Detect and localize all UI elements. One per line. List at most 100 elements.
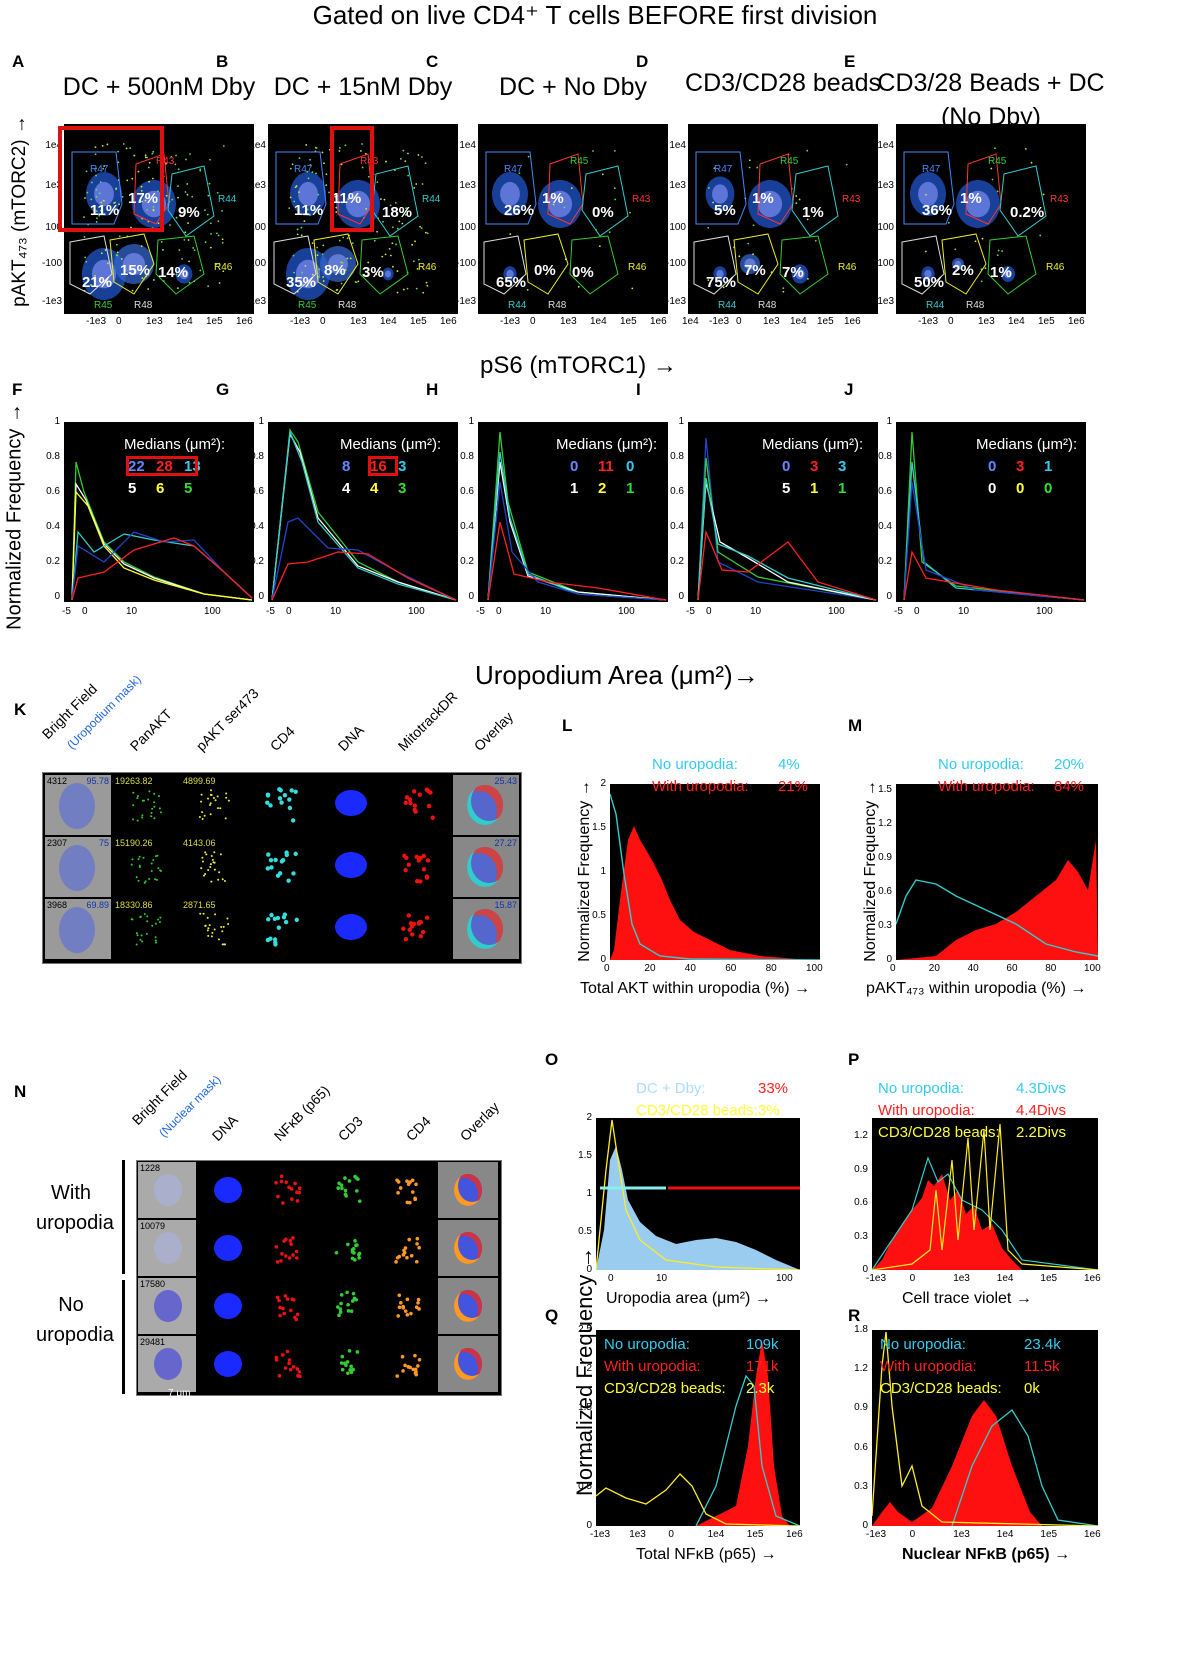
channel-tile xyxy=(258,1336,316,1392)
x-tick-label: 1e6 xyxy=(650,316,667,327)
mask-value: 95.78 xyxy=(86,776,109,786)
bright-field-tile: 3968 69.89 xyxy=(45,899,111,959)
panel-title: CD3/28 Beads + DC (No Dby) xyxy=(877,69,1105,131)
y-tick-label: 1 xyxy=(54,416,60,427)
overlay-cell xyxy=(454,1232,482,1264)
gate-r47 xyxy=(903,151,955,225)
y-tick-label: 1 xyxy=(586,1441,592,1453)
y-tick-label: 0 xyxy=(600,954,606,965)
median-value: 16 xyxy=(370,458,387,475)
x-tick-label: 10 xyxy=(750,606,762,617)
median-value: 0 xyxy=(1016,480,1025,497)
x-tick-label: 1e4 xyxy=(996,1273,1014,1284)
median-value: 8 xyxy=(342,458,351,475)
gate-label: R45 xyxy=(780,156,799,167)
channel-tile xyxy=(249,837,315,897)
legend-value: 0k xyxy=(1024,1380,1040,1397)
legend-value: 20% xyxy=(1054,756,1085,773)
channel-tile xyxy=(318,1220,376,1276)
median-value: 3 xyxy=(398,480,407,497)
histogram-l xyxy=(609,784,821,961)
scale-bar-label: 7 μm xyxy=(168,1388,191,1399)
figure-title: Gated on live CD4⁺ T cells BEFORE first … xyxy=(312,0,878,30)
panel-letter-a: A xyxy=(12,52,25,71)
x-tick-label: 0 xyxy=(668,1529,674,1540)
legend-label: DC + Dby: xyxy=(636,1080,706,1097)
overlay-tile: 27.27 xyxy=(453,837,519,897)
channel-tile xyxy=(385,775,451,835)
y-tick-label: 0.6 xyxy=(854,1441,868,1453)
channel-tile xyxy=(378,1220,436,1276)
median-value: 11 xyxy=(598,458,614,475)
y-axis-label: Normalized Frequency → xyxy=(576,780,593,962)
x-tick-label: 1e4 xyxy=(790,316,807,327)
uropodium-histogram xyxy=(64,422,254,602)
median-value: 0 xyxy=(570,458,579,475)
legend-value: 84% xyxy=(1054,778,1085,795)
panel-letter-e: E xyxy=(844,52,856,71)
x-tick-label: 1e5 xyxy=(620,316,637,327)
x-tick-label: 1e3 xyxy=(763,316,780,327)
uropodium-histogram xyxy=(268,422,458,602)
dot-plot xyxy=(64,124,254,314)
y-tick-label: -100 xyxy=(245,258,266,269)
median-value: 28 xyxy=(156,458,173,475)
x-tick-label: 80 xyxy=(1045,963,1057,974)
panel-letter-n: N xyxy=(14,1082,27,1101)
medians-label: Medians (μm²): xyxy=(976,436,1078,453)
gate-percent: 8% xyxy=(324,262,346,279)
gate-label: R46 xyxy=(1046,262,1065,273)
overlay-value: 27.27 xyxy=(494,838,517,848)
x-tick-label: 1e4 xyxy=(682,316,699,327)
gate-label: R43 xyxy=(842,194,861,205)
x-tick-label: 0 xyxy=(909,1273,916,1284)
x-tick-label: -1e3 xyxy=(918,316,939,327)
overlay-value: 15.87 xyxy=(494,900,517,910)
x-tick-label: 0 xyxy=(116,316,122,327)
gate-label: R47 xyxy=(714,164,733,175)
object-id: 29481 xyxy=(140,1337,166,1347)
gate-label: R47 xyxy=(90,164,109,175)
y-tick-label: 2.5 xyxy=(578,1324,592,1335)
group-bar-no xyxy=(122,1280,125,1394)
panel-letter-o: O xyxy=(545,1050,559,1069)
overlay-cell xyxy=(467,785,503,825)
channel-tile: 18330.86 xyxy=(113,899,179,959)
gate-r47 xyxy=(695,151,747,225)
x-tick-label: 1e3 xyxy=(350,316,367,327)
uropodium-histogram xyxy=(478,422,668,602)
channel-tile: 15190.26 xyxy=(113,837,179,897)
gate-percent: 9% xyxy=(178,204,200,221)
y-tick-label: -100 xyxy=(41,258,62,269)
y-tick-label: 1.2 xyxy=(854,1130,868,1141)
y-tick-label: 0 xyxy=(862,1520,868,1531)
x-tick-label: 10 xyxy=(126,606,138,617)
x-tick-label: 100 xyxy=(204,606,221,617)
median-value: 3 xyxy=(1016,458,1025,475)
x-tick-label: 100 xyxy=(1036,606,1053,617)
gate-label: R43 xyxy=(360,156,379,167)
gate-percent: 36% xyxy=(922,202,953,219)
channel-tile xyxy=(198,1220,256,1276)
overlay-cell xyxy=(454,1290,482,1322)
cell-mask xyxy=(154,1348,182,1380)
panel-letter-j: J xyxy=(844,380,854,399)
legend-value: 3% xyxy=(758,1102,780,1119)
panel-letter-f: F xyxy=(12,380,23,399)
x-tick-label: 1e5 xyxy=(1040,1529,1058,1540)
dot-plot xyxy=(268,124,458,314)
channel-tile xyxy=(258,1220,316,1276)
channel-tile xyxy=(249,899,315,959)
y-tick-label: 0.4 xyxy=(46,521,60,532)
y-tick-label: 1e3 xyxy=(459,180,476,191)
gate-r48 xyxy=(273,235,317,295)
gate-label: R48 xyxy=(966,300,985,311)
channel-tile: 4143.06 xyxy=(181,837,247,897)
x-tick-label: 1e3 xyxy=(978,316,995,327)
median-value: 1 xyxy=(570,480,579,497)
median-value: 0 xyxy=(782,458,791,475)
channel-tile xyxy=(318,1336,376,1392)
gate-r48 xyxy=(69,235,113,295)
median-value: 0 xyxy=(988,480,997,497)
x-tick-label: 10 xyxy=(958,606,970,617)
